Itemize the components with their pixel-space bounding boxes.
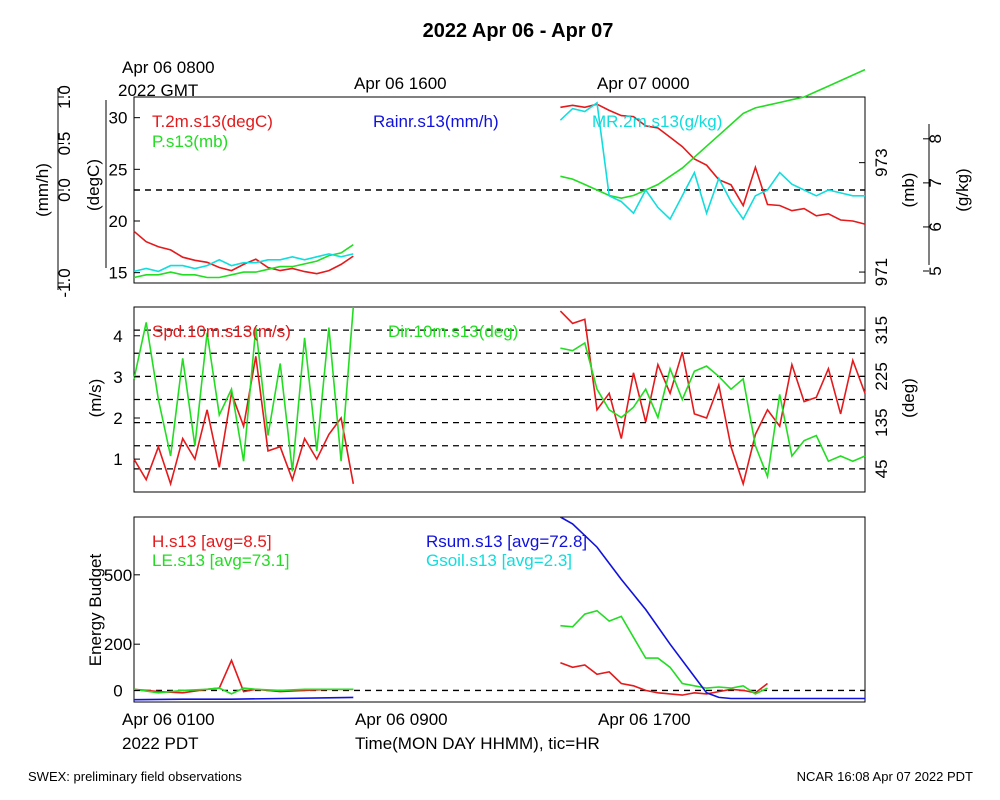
temp-tick-label-2: 25 xyxy=(109,160,128,179)
legend-rain-rate: Rainr.s13(mm/h) xyxy=(373,112,499,131)
legend-pressure: P.s13(mb) xyxy=(152,132,228,151)
temp-axis-label: (degC) xyxy=(84,159,103,211)
energy-series-2-line-0 xyxy=(134,696,354,701)
wind-speed-axis-label: (m/s) xyxy=(86,379,105,418)
direction-tick-label-3: 315 xyxy=(872,316,891,344)
top-time-label-mid: Apr 06 1600 xyxy=(354,74,447,93)
wind-panel: Spd.10m.s13(m/s) Dir.10m.s13(deg) 1 2 3 4 (… xyxy=(86,306,918,493)
rain-tick-label-2: 0.5 xyxy=(55,132,74,156)
pressure-tick-label-0: 971 xyxy=(872,258,891,286)
pressure-tick-label-1: 973 xyxy=(872,148,891,176)
top-time-label-first-line2: 2022 GMT xyxy=(118,81,198,100)
mr-tick-label-1: 6 xyxy=(926,222,945,231)
footer-left: SWEX: preliminary field observations xyxy=(28,769,242,784)
temp-tick-label-1: 20 xyxy=(109,212,128,231)
mixing-ratio-axis-label: (g/kg) xyxy=(953,168,972,211)
wind-direction-axis-label: (deg) xyxy=(899,378,918,418)
mr-tick-label-0: 5 xyxy=(926,266,945,275)
chart-title: 2022 Apr 06 - Apr 07 xyxy=(423,20,614,42)
thermo-panel: T.2m.s13(degC) P.s13(mb) Rainr.s13(mm/h)… xyxy=(33,68,972,298)
direction-tick-label-2: 225 xyxy=(872,362,891,390)
energy-axis-label: Energy Budget xyxy=(86,553,105,666)
x-axis-label: Time(MON DAY HHMM), tic=HR xyxy=(355,734,600,753)
rain-tick-label-1: 0.0 xyxy=(55,178,74,202)
rain-axis-label: (mm/h) xyxy=(33,163,52,217)
speed-tick-label-3: 4 xyxy=(113,327,122,346)
mr-tick-label-3: 8 xyxy=(926,134,945,143)
energy-series-0-line-0 xyxy=(133,658,354,694)
wind-series-1-line-0 xyxy=(133,306,355,472)
legend-wind-direction: Dir.10m.s13(deg) xyxy=(388,322,518,341)
thermo-series-0-line-0 xyxy=(133,230,354,275)
footer-right: NCAR 16:08 Apr 07 2022 PDT xyxy=(797,769,973,784)
top-time-label-first-line1: Apr 06 0800 xyxy=(122,58,215,77)
rain-tick-label-0: -1.0 xyxy=(55,268,74,297)
energy-series-1-line-0 xyxy=(133,687,354,695)
bottom-time-label-first-line2: 2022 PDT xyxy=(122,734,199,753)
bottom-time-label-last: Apr 06 1700 xyxy=(598,710,691,729)
wind-series-1-line-1 xyxy=(560,341,866,480)
legend-radiation-sum: Rsum.s13 [avg=72.8] xyxy=(426,532,587,551)
thermo-series-0-line-1 xyxy=(560,103,866,225)
legend-soil-heat: Gsoil.s13 [avg=2.3] xyxy=(426,551,572,570)
bottom-time-label-mid: Apr 06 0900 xyxy=(355,710,448,729)
wind-series-0-line-1 xyxy=(559,310,866,487)
thermo-series-2-line-0 xyxy=(133,253,354,273)
top-time-label-last: Apr 07 0000 xyxy=(597,74,690,93)
thermo-series-2-line-1 xyxy=(559,101,865,221)
wind-series-0-line-0 xyxy=(133,356,355,487)
bottom-time-label-first-line1: Apr 06 0100 xyxy=(122,710,215,729)
speed-tick-label-2: 3 xyxy=(113,368,122,387)
energy-series-1-line-1 xyxy=(560,609,768,695)
energy-panel-frame xyxy=(133,516,866,703)
temp-tick-label-0: 15 xyxy=(109,264,128,283)
speed-tick-label-0: 1 xyxy=(113,450,122,469)
pressure-axis-label: (mb) xyxy=(899,173,918,208)
legend-wind-speed: Spd.10m.s13(m/s) xyxy=(152,322,291,341)
temp-tick-label-3: 30 xyxy=(109,109,128,128)
energy-series-0-line-1 xyxy=(560,661,768,696)
energy-tick-label-0: 0 xyxy=(113,681,122,700)
energy-tick-label-2: 500 xyxy=(104,566,132,585)
legend-latent-heat: LE.s13 [avg=73.1] xyxy=(152,551,290,570)
energy-panel: H.s13 [avg=8.5] LE.s13 [avg=73.1] Rsum.s… xyxy=(86,516,866,703)
rain-tick-label-3: 1.0 xyxy=(55,85,74,109)
legend-sensible-heat: H.s13 [avg=8.5] xyxy=(152,532,272,551)
legend-temperature: T.2m.s13(degC) xyxy=(152,112,273,131)
thermo-series-1-line-0 xyxy=(133,244,354,279)
legend-mixing-ratio: MR.2m.s13(g/kg) xyxy=(592,112,722,131)
mr-tick-label-2: 7 xyxy=(926,178,945,187)
rsum-clip-group xyxy=(134,517,865,701)
direction-tick-label-1: 135 xyxy=(872,408,891,436)
energy-tick-label-1: 200 xyxy=(104,635,132,654)
speed-tick-label-1: 2 xyxy=(113,409,122,428)
energy-series-2-line-1 xyxy=(560,517,865,700)
direction-tick-label-0: 45 xyxy=(872,459,891,478)
